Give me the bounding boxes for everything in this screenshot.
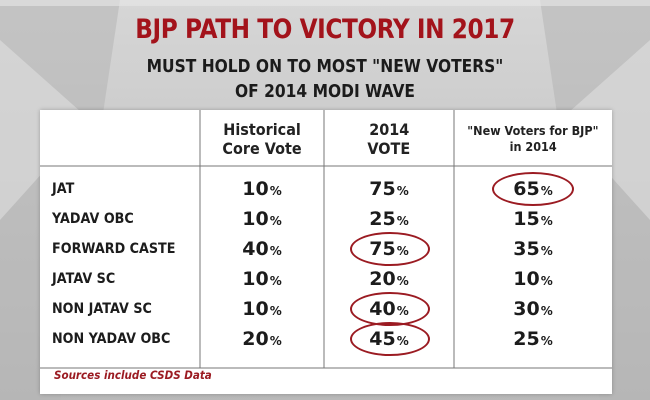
cell-historical: 40% xyxy=(242,238,282,260)
table-row: YADAV OBC 10% 25% 15% xyxy=(40,207,612,231)
cell-historical: 10% xyxy=(242,208,282,230)
header-new-voters: "New Voters for BJP" in 2014 xyxy=(467,123,599,154)
source-footnote: Sources include CSDS Data xyxy=(54,368,212,382)
cell-historical: 10% xyxy=(242,178,282,200)
row-label: NON YADAV OBC xyxy=(52,331,171,347)
table-row: JATAV SC 10% 20% 10% xyxy=(40,267,612,291)
cell-2014-vote: 25% xyxy=(369,208,409,230)
row-label: JAT xyxy=(52,181,75,197)
row-label: NON JATAV SC xyxy=(52,301,152,317)
cell-2014-vote: 75% xyxy=(369,238,409,260)
row-label: FORWARD CASTE xyxy=(52,241,176,257)
cell-2014-vote: 45% xyxy=(369,328,409,350)
cell-historical: 10% xyxy=(242,268,282,290)
row-label: JATAV SC xyxy=(52,271,116,287)
cell-2014-vote: 20% xyxy=(369,268,409,290)
cell-new-voters: 65% xyxy=(513,178,553,200)
subtitle-line-2: OF 2014 MODI WAVE xyxy=(234,81,416,102)
cell-2014-vote: 75% xyxy=(369,178,409,200)
cell-new-voters: 25% xyxy=(513,328,553,350)
row-label: YADAV OBC xyxy=(52,211,134,227)
table-row: NON JATAV SC 10% 40% 30% xyxy=(40,297,612,321)
cell-new-voters: 30% xyxy=(513,298,553,320)
cell-2014-vote: 40% xyxy=(369,298,409,320)
cell-new-voters: 15% xyxy=(513,208,553,230)
cell-historical: 20% xyxy=(242,328,282,350)
table-row: NON YADAV OBC 20% 45% 25% xyxy=(40,327,612,351)
data-table: Historical Core Vote 2014 VOTE "New Vote… xyxy=(40,110,612,394)
table-row: FORWARD CASTE 40% 75% 35% xyxy=(40,237,612,261)
cell-new-voters: 35% xyxy=(513,238,553,260)
cell-historical: 10% xyxy=(242,298,282,320)
header-2014-vote: 2014 VOTE xyxy=(367,120,411,158)
page-title: BJP PATH TO VICTORY IN 2017 xyxy=(135,14,515,45)
subtitle-line-1: MUST HOLD ON TO MOST "NEW VOTERS" xyxy=(146,56,504,77)
header-historical-core-vote: Historical Core Vote xyxy=(222,120,302,158)
table-row: JAT 10% 75% 65% xyxy=(40,177,612,201)
cell-new-voters: 10% xyxy=(513,268,553,290)
